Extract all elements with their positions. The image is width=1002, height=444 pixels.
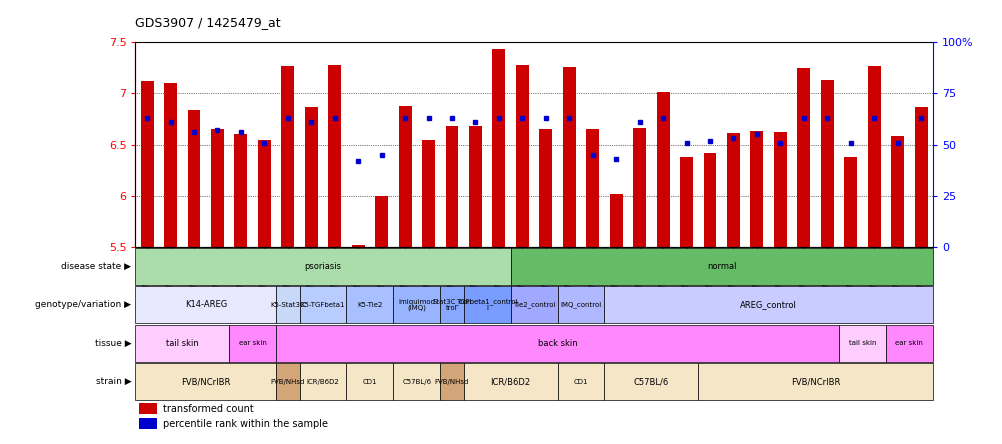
Bar (867, 66, 880, 247)
Bar (656, 92, 669, 247)
Bar (352, 245, 365, 247)
Bar (463, 363, 557, 400)
Text: imiquimod
(IMQ): imiquimod (IMQ) (398, 299, 435, 311)
Bar (346, 286, 393, 323)
Text: ICR/B6D2: ICR/B6D2 (490, 377, 530, 386)
Bar (492, 49, 505, 247)
Bar (300, 363, 346, 400)
Bar (440, 363, 463, 400)
Text: genotype/variation ▶: genotype/variation ▶ (35, 300, 131, 309)
Bar (604, 363, 697, 400)
Bar (463, 286, 510, 323)
Bar (135, 325, 229, 361)
Bar (210, 129, 223, 247)
Text: disease state ▶: disease state ▶ (61, 262, 131, 271)
Text: ear skin: ear skin (238, 340, 267, 346)
Text: K5-Tie2: K5-Tie2 (357, 302, 382, 308)
Text: ICR/B6D2: ICR/B6D2 (307, 379, 339, 385)
Text: back skin: back skin (537, 339, 577, 348)
Text: GDS3907 / 1425479_at: GDS3907 / 1425479_at (135, 16, 281, 29)
Text: strain ▶: strain ▶ (96, 377, 131, 386)
Bar (510, 286, 557, 323)
Text: Stat3C_con
trol: Stat3C_con trol (432, 299, 471, 311)
Text: CD1: CD1 (573, 379, 587, 385)
Bar (557, 286, 604, 323)
Bar (539, 129, 552, 247)
Bar (609, 194, 622, 247)
Bar (398, 106, 411, 247)
Text: FVB/NHsd: FVB/NHsd (271, 379, 305, 385)
Bar (885, 325, 932, 361)
Bar (890, 136, 903, 247)
Bar (140, 81, 153, 247)
Bar (234, 135, 247, 247)
Bar (187, 110, 200, 247)
Bar (346, 363, 393, 400)
Text: IMQ_control: IMQ_control (560, 301, 601, 308)
Bar (276, 363, 300, 400)
Bar (305, 107, 318, 247)
Text: FVB/NCrIBR: FVB/NCrIBR (181, 377, 230, 386)
Text: tissue ▶: tissue ▶ (95, 339, 131, 348)
Bar (844, 157, 857, 247)
Bar (258, 139, 271, 247)
Text: K5-Stat3C: K5-Stat3C (271, 302, 305, 308)
Bar (135, 363, 276, 400)
Text: FVB/NHsd: FVB/NHsd (435, 379, 469, 385)
Bar (838, 325, 885, 361)
Bar (393, 363, 440, 400)
Bar (328, 65, 341, 247)
Text: CD1: CD1 (363, 379, 377, 385)
Bar (697, 363, 932, 400)
Bar (375, 196, 388, 247)
Text: C57BL/6: C57BL/6 (402, 379, 431, 385)
Bar (300, 286, 346, 323)
Bar (632, 128, 645, 247)
Bar (139, 418, 156, 429)
Bar (282, 66, 294, 247)
Bar (393, 286, 440, 323)
Bar (726, 133, 739, 247)
Text: transformed count: transformed count (163, 404, 254, 413)
Text: psoriasis: psoriasis (305, 262, 342, 271)
Bar (557, 363, 604, 400)
Bar (510, 248, 932, 285)
Bar (562, 67, 575, 247)
Bar (445, 126, 458, 247)
Bar (797, 68, 810, 247)
Text: AREG_control: AREG_control (739, 300, 797, 309)
Bar (604, 286, 932, 323)
Bar (276, 325, 838, 361)
Bar (749, 131, 763, 247)
Bar (139, 403, 156, 414)
Bar (164, 83, 177, 247)
Text: percentile rank within the sample: percentile rank within the sample (163, 419, 328, 428)
Bar (702, 153, 715, 247)
Bar (774, 132, 786, 247)
Text: K5-TGFbeta1: K5-TGFbeta1 (301, 302, 345, 308)
Text: FVB/NCrIBR: FVB/NCrIBR (790, 377, 840, 386)
Bar (679, 157, 692, 247)
Text: tail skin: tail skin (165, 339, 198, 348)
Text: normal: normal (706, 262, 735, 271)
Bar (135, 248, 510, 285)
Bar (276, 286, 300, 323)
Text: tail skin: tail skin (848, 340, 876, 346)
Bar (820, 80, 833, 247)
Bar (229, 325, 276, 361)
Text: TGFbeta1_control
l: TGFbeta1_control l (456, 299, 517, 311)
Bar (515, 65, 528, 247)
Text: ear skin: ear skin (895, 340, 923, 346)
Text: K14-AREG: K14-AREG (184, 300, 226, 309)
Bar (422, 139, 435, 247)
Text: Tie2_control: Tie2_control (512, 301, 555, 308)
Bar (914, 107, 927, 247)
Bar (586, 129, 598, 247)
Bar (440, 286, 463, 323)
Text: C57BL/6: C57BL/6 (633, 377, 668, 386)
Bar (135, 286, 276, 323)
Bar (469, 126, 481, 247)
